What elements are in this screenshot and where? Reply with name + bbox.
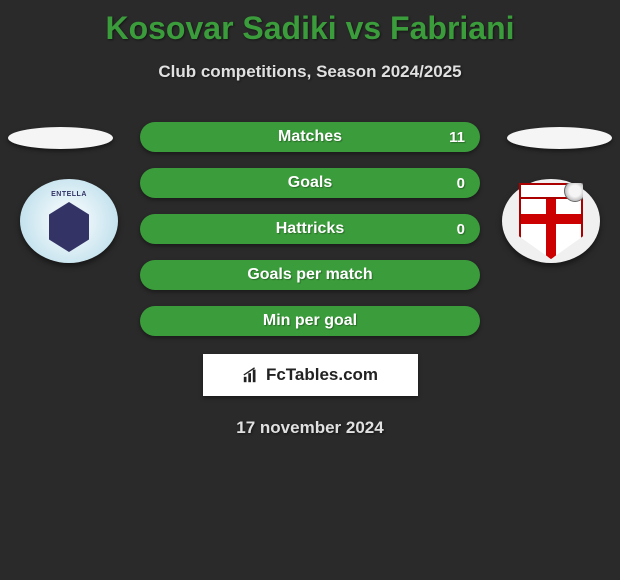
- stat-row-hattricks: Hattricks 0: [140, 214, 480, 244]
- team-badge-left-crest: [49, 202, 89, 252]
- stat-row-goals: Goals 0: [140, 168, 480, 198]
- chart-icon: [242, 366, 260, 384]
- player-right-placeholder: [507, 127, 612, 149]
- page-title: Kosovar Sadiki vs Fabriani: [0, 0, 620, 47]
- stat-label: Matches: [278, 128, 342, 146]
- stat-right-value: 0: [457, 221, 465, 238]
- page-subtitle: Club competitions, Season 2024/2025: [0, 62, 620, 82]
- player-left-placeholder: [8, 127, 113, 149]
- stat-label: Hattricks: [276, 220, 344, 238]
- team-badge-left: [20, 179, 118, 263]
- stat-label: Min per goal: [263, 312, 357, 330]
- stat-row-min-per-goal: Min per goal: [140, 306, 480, 336]
- stat-label: Goals: [288, 174, 332, 192]
- shield-cross-vertical: [546, 199, 556, 259]
- shield-cross-horizontal: [521, 214, 581, 224]
- stat-label: Goals per match: [247, 266, 372, 284]
- team-badge-right: [502, 179, 600, 263]
- watermark-banner[interactable]: FcTables.com: [203, 354, 418, 396]
- stat-row-goals-per-match: Goals per match: [140, 260, 480, 290]
- date-text: 17 november 2024: [0, 418, 620, 438]
- watermark-text: FcTables.com: [266, 365, 378, 385]
- stat-row-matches: Matches 11: [140, 122, 480, 152]
- stat-right-value: 11: [449, 129, 465, 146]
- team-badge-right-shield: [519, 183, 583, 259]
- shield-ball-icon: [564, 180, 586, 202]
- stat-right-value: 0: [457, 175, 465, 192]
